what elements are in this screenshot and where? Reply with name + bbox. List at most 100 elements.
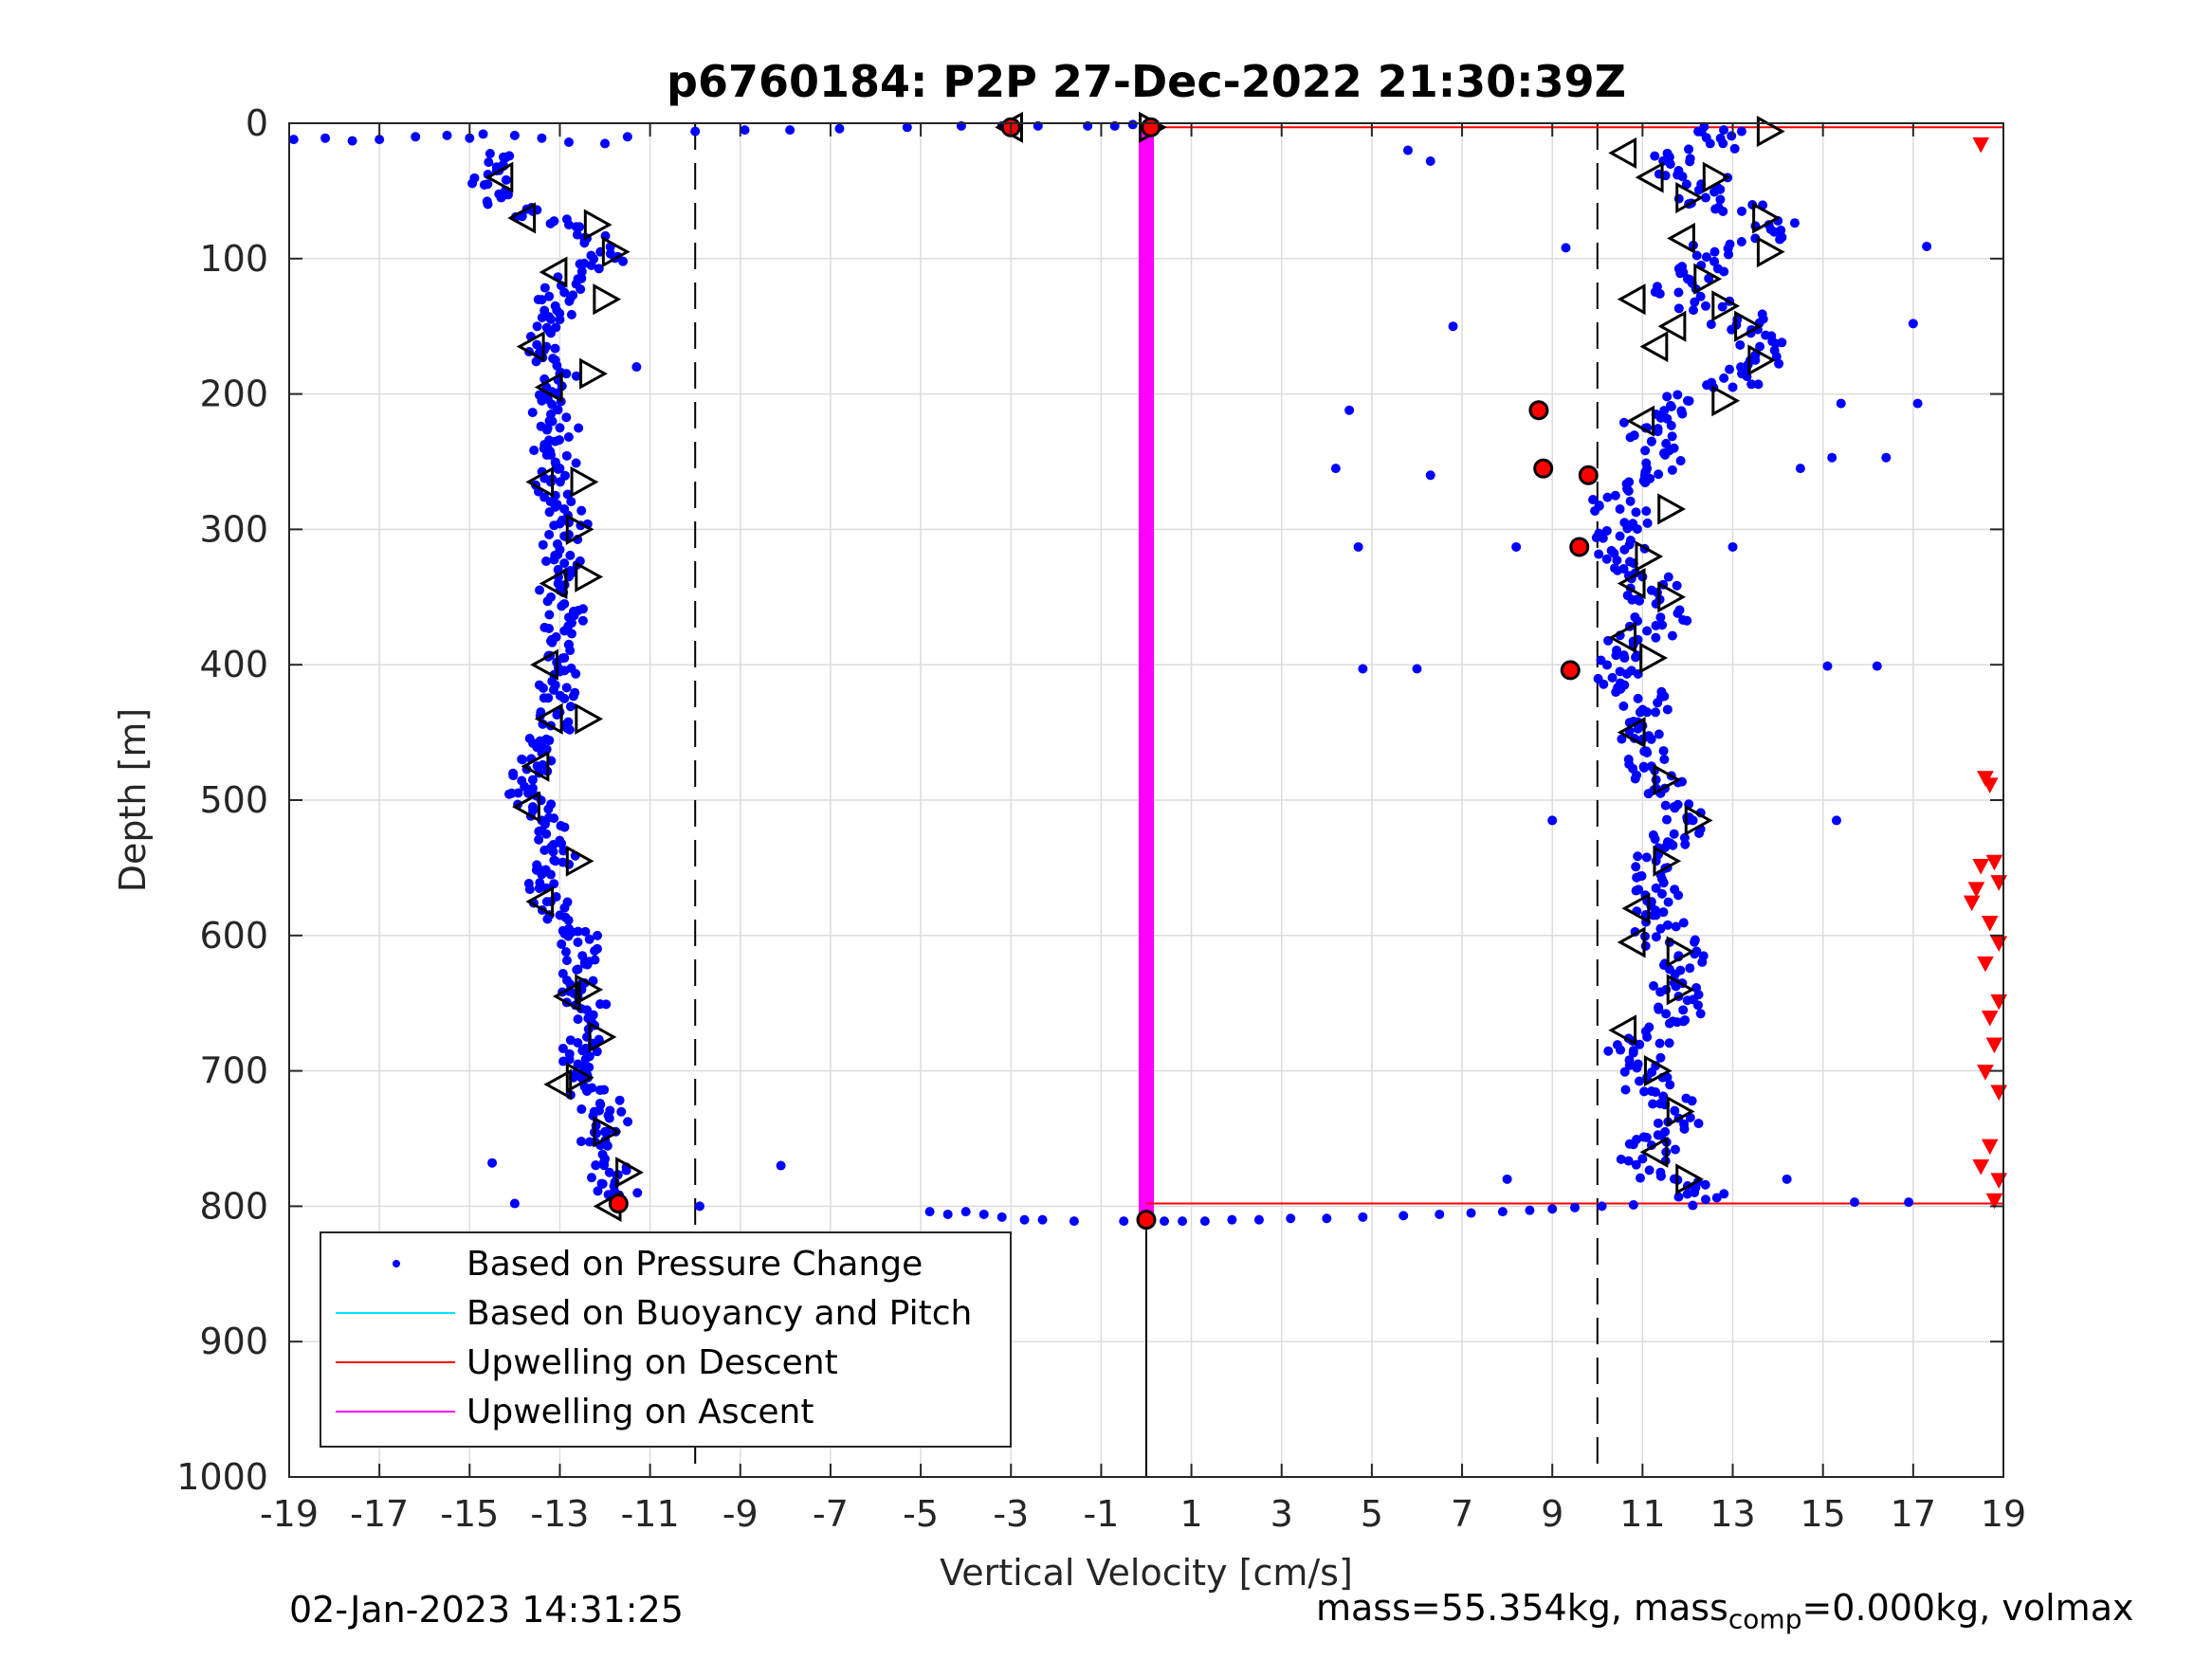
descent-point [571, 458, 581, 468]
legend-marker-pressure [393, 1260, 400, 1267]
triangle-right-marker [1643, 1055, 1673, 1087]
triangle-left-marker [1617, 567, 1646, 600]
descent-point [552, 500, 562, 510]
outlier-point [1912, 398, 1923, 409]
triangle-left-marker [543, 1068, 573, 1101]
ascent-point [1710, 204, 1721, 214]
descent-point [498, 191, 508, 201]
bottom-point [1178, 1216, 1188, 1227]
descent-point [548, 840, 558, 850]
y-tick-label: 1000 [176, 1456, 268, 1498]
triangle-right-marker [1747, 344, 1777, 376]
triangle-left-marker [1621, 892, 1651, 924]
descent-point [559, 822, 570, 832]
footer-mass-sub: comp [1728, 1603, 1802, 1635]
descent-point [571, 371, 581, 381]
ascent-point [1628, 636, 1638, 647]
x-tick-label: -9 [722, 1493, 759, 1535]
descent-point [567, 629, 577, 639]
ascent-point [1594, 501, 1604, 511]
descent-point [591, 1160, 601, 1171]
outlier-point [509, 1198, 520, 1209]
ascent-point [1637, 1154, 1648, 1164]
ascent-point [1656, 888, 1667, 899]
ascent-point [1660, 800, 1671, 811]
ascent-point [1631, 862, 1641, 872]
x-tick-label: -5 [903, 1493, 939, 1535]
red-down-triangle [1967, 882, 1985, 898]
triangle-left-marker [512, 791, 540, 823]
ascent-point [1693, 1119, 1704, 1129]
descent-point [549, 555, 559, 565]
triangle-left-marker [525, 885, 555, 918]
ascent-point [1635, 1076, 1645, 1086]
ascent-point [1670, 1144, 1680, 1155]
ascent-point [1688, 1200, 1698, 1211]
descent-point [558, 653, 568, 664]
surface-point [785, 125, 795, 136]
descent-point [504, 151, 515, 161]
ascent-point [1646, 436, 1656, 447]
x-tick-label: -15 [440, 1493, 499, 1535]
ascent-point [1649, 981, 1659, 992]
ascent-point [1662, 704, 1673, 715]
triangle-right-marker [593, 1116, 622, 1148]
ascent-point [1602, 492, 1613, 502]
descent-point [539, 283, 550, 293]
y-axis: 0 100 200 300 400 500 600 700 800 900 1000 [176, 102, 2003, 1498]
triangle-left-marker [525, 465, 555, 498]
outlier-point [1358, 664, 1368, 674]
ascent-point [1723, 244, 1733, 254]
x-tick-label: 9 [1541, 1493, 1563, 1535]
descent-point [603, 1110, 613, 1121]
ascent-point [1642, 626, 1653, 636]
triangle-right-marker [1666, 1095, 1695, 1127]
ascent-point [1601, 660, 1612, 670]
ascent-point [1618, 701, 1629, 711]
ascent-point [1654, 469, 1664, 480]
descent-point [532, 321, 542, 332]
ascent-point [1658, 746, 1669, 757]
ascent-point [1594, 549, 1604, 559]
ascent-point [1678, 615, 1689, 626]
outlier-point [631, 362, 642, 373]
ascent-point [1667, 465, 1677, 475]
ascent-point [1700, 301, 1710, 311]
red-marker [1136, 1210, 1157, 1231]
ascent-point [1775, 234, 1785, 245]
descent-point [527, 783, 538, 793]
ascent-point [1682, 1189, 1692, 1199]
ascent-point [1695, 1009, 1706, 1019]
ascent-point [1622, 523, 1633, 534]
descent-point [568, 691, 578, 702]
ascent-point [1728, 382, 1738, 392]
triangle-left-marker [1657, 310, 1687, 342]
triangle-right-marker [565, 845, 594, 877]
descent-point [573, 1038, 583, 1048]
descent-point [539, 444, 549, 454]
descent-point [558, 1043, 568, 1053]
descent-point [589, 254, 599, 264]
bottom-point [978, 1209, 989, 1219]
red-down-triangle [1972, 859, 1990, 875]
red-marker [1533, 458, 1554, 479]
descent-point [467, 178, 478, 189]
ascent-point [1693, 185, 1704, 195]
ascent-point [1729, 143, 1740, 154]
descent-point [553, 405, 563, 415]
ascent-point [1635, 871, 1645, 882]
descent-point [534, 827, 544, 837]
ascent-point [1632, 1063, 1642, 1073]
bottom-point [1199, 1216, 1210, 1227]
descent-point [576, 284, 586, 295]
descent-point [542, 914, 553, 924]
triangle-right-marker [1639, 642, 1668, 674]
ascent-point [1736, 237, 1746, 247]
red-down-triangle [1981, 1010, 1999, 1027]
legend: Based on Pressure Change Based on Buoyan… [320, 1231, 1012, 1448]
ascent-point [1691, 946, 1702, 957]
y-tick-label: 500 [199, 779, 268, 821]
ascent-point [1588, 495, 1599, 505]
ascent-point [1593, 673, 1603, 684]
descent-point [576, 1137, 587, 1147]
